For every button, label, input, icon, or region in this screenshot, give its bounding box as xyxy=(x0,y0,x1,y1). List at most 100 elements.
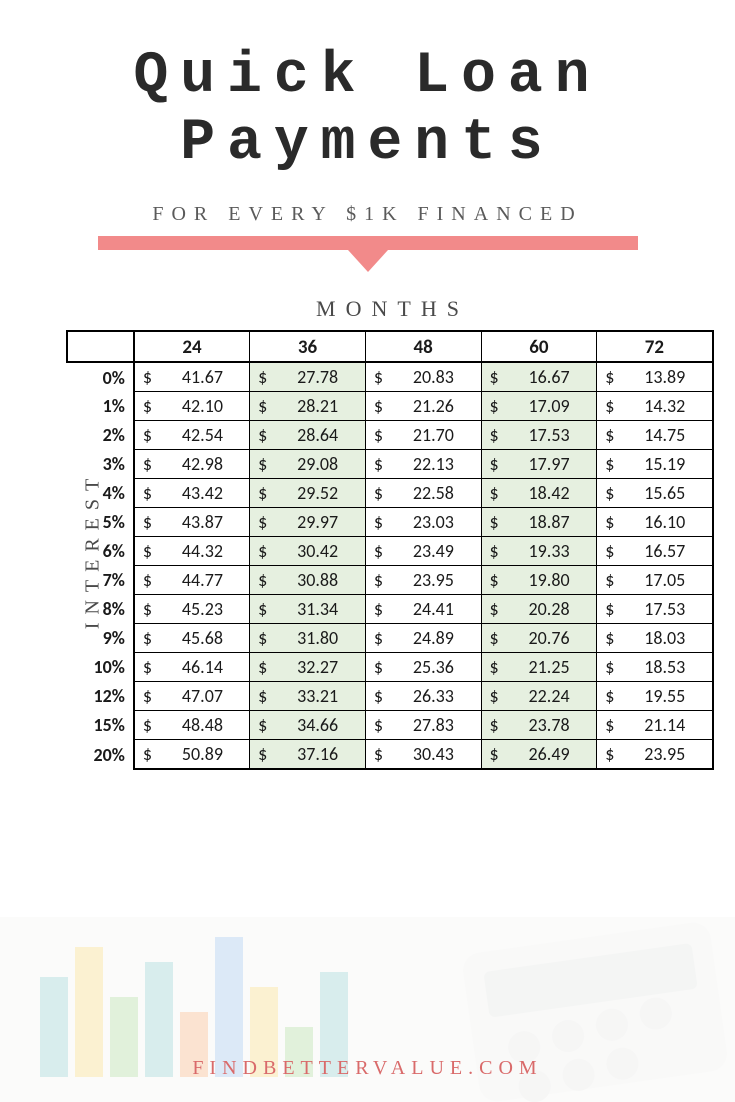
payment-cell: $ 17.97 xyxy=(481,450,597,479)
payment-cell: $ 21.70 xyxy=(365,421,481,450)
footer: FINDBETTERVALUE.COM xyxy=(0,917,735,1102)
payment-cell: $ 13.89 xyxy=(597,362,713,392)
payment-cell: $ 30.43 xyxy=(365,740,481,770)
column-header: 36 xyxy=(250,331,366,362)
table-row: 3%$ 42.98$ 29.08$ 22.13$ 17.97$ 15.19 xyxy=(67,450,713,479)
payment-cell: $ 32.27 xyxy=(250,653,366,682)
table-row: 10%$ 46.14$ 32.27$ 25.36$ 21.25$ 18.53 xyxy=(67,653,713,682)
payment-cell: $ 14.75 xyxy=(597,421,713,450)
page-subtitle: FOR EVERY $1K FINANCED xyxy=(0,203,735,226)
table-row: 1%$ 42.10$ 28.21$ 21.26$ 17.09$ 14.32 xyxy=(67,392,713,421)
table-row: 20%$ 50.89$ 37.16$ 30.43$ 26.49$ 23.95 xyxy=(67,740,713,770)
payment-cell: $ 22.58 xyxy=(365,479,481,508)
payment-cell: $ 21.14 xyxy=(597,711,713,740)
payment-cell: $ 30.88 xyxy=(250,566,366,595)
payment-cell: $ 42.10 xyxy=(134,392,250,421)
months-axis-label: MONTHS xyxy=(0,296,735,322)
payment-cell: $ 27.83 xyxy=(365,711,481,740)
column-header: 60 xyxy=(481,331,597,362)
payment-cell: $ 24.41 xyxy=(365,595,481,624)
payment-cell: $ 50.89 xyxy=(134,740,250,770)
table-row: 8%$ 45.23$ 31.34$ 24.41$ 20.28$ 17.53 xyxy=(67,595,713,624)
payment-cell: $ 27.78 xyxy=(250,362,366,392)
table-body: 0%$ 41.67$ 27.78$ 20.83$ 16.67$ 13.891%$… xyxy=(67,362,713,769)
payment-cell: $ 23.49 xyxy=(365,537,481,566)
payment-table: 2436486072 0%$ 41.67$ 27.78$ 20.83$ 16.6… xyxy=(66,330,714,770)
table-row: 7%$ 44.77$ 30.88$ 23.95$ 19.80$ 17.05 xyxy=(67,566,713,595)
payment-cell: $ 23.03 xyxy=(365,508,481,537)
payment-cell: $ 17.53 xyxy=(597,595,713,624)
table-row: 0%$ 41.67$ 27.78$ 20.83$ 16.67$ 13.89 xyxy=(67,362,713,392)
payment-cell: $ 16.57 xyxy=(597,537,713,566)
payment-cell: $ 15.19 xyxy=(597,450,713,479)
payment-cell: $ 43.87 xyxy=(134,508,250,537)
accent-pointer-icon xyxy=(348,250,388,272)
payment-cell: $ 18.03 xyxy=(597,624,713,653)
column-header: 72 xyxy=(597,331,713,362)
payment-cell: $ 14.32 xyxy=(597,392,713,421)
payment-cell: $ 23.95 xyxy=(597,740,713,770)
table-row: 6%$ 44.32$ 30.42$ 23.49$ 19.33$ 16.57 xyxy=(67,537,713,566)
table-row: 9%$ 45.68$ 31.80$ 24.89$ 20.76$ 18.03 xyxy=(67,624,713,653)
row-header: 0% xyxy=(67,362,134,392)
payment-cell: $ 17.53 xyxy=(481,421,597,450)
row-header: 20% xyxy=(67,740,134,770)
title-line-1: Quick Loan xyxy=(133,44,601,109)
payment-cell: $ 42.98 xyxy=(134,450,250,479)
payment-cell: $ 18.53 xyxy=(597,653,713,682)
payment-cell: $ 19.33 xyxy=(481,537,597,566)
payment-cell: $ 18.42 xyxy=(481,479,597,508)
payment-cell: $ 18.87 xyxy=(481,508,597,537)
row-header: 2% xyxy=(67,421,134,450)
accent-divider xyxy=(98,236,638,282)
payment-cell: $ 16.67 xyxy=(481,362,597,392)
payment-cell: $ 28.21 xyxy=(250,392,366,421)
table-row: 4%$ 43.42$ 29.52$ 22.58$ 18.42$ 15.65 xyxy=(67,479,713,508)
payment-cell: $ 19.55 xyxy=(597,682,713,711)
payment-cell: $ 29.08 xyxy=(250,450,366,479)
payment-cell: $ 45.23 xyxy=(134,595,250,624)
payment-cell: $ 34.66 xyxy=(250,711,366,740)
payment-cell: $ 43.42 xyxy=(134,479,250,508)
payment-cell: $ 45.68 xyxy=(134,624,250,653)
payment-cell: $ 25.36 xyxy=(365,653,481,682)
table-row: 12%$ 47.07$ 33.21$ 26.33$ 22.24$ 19.55 xyxy=(67,682,713,711)
accent-bar xyxy=(98,236,638,250)
payment-cell: $ 26.33 xyxy=(365,682,481,711)
table-corner-cell xyxy=(67,331,134,362)
title-line-2: Payments xyxy=(180,111,554,176)
payment-cell: $ 23.95 xyxy=(365,566,481,595)
table-row: 5%$ 43.87$ 29.97$ 23.03$ 18.87$ 16.10 xyxy=(67,508,713,537)
payment-cell: $ 21.26 xyxy=(365,392,481,421)
row-header: 10% xyxy=(67,653,134,682)
payment-cell: $ 20.28 xyxy=(481,595,597,624)
payment-cell: $ 21.25 xyxy=(481,653,597,682)
payment-cell: $ 37.16 xyxy=(250,740,366,770)
table-header-row: 2436486072 xyxy=(67,331,713,362)
payment-cell: $ 44.32 xyxy=(134,537,250,566)
payment-cell: $ 28.64 xyxy=(250,421,366,450)
interest-axis-label: INTEREST xyxy=(81,471,104,629)
payment-cell: $ 20.76 xyxy=(481,624,597,653)
payment-cell: $ 16.10 xyxy=(597,508,713,537)
payment-cell: $ 46.14 xyxy=(134,653,250,682)
payment-cell: $ 48.48 xyxy=(134,711,250,740)
payment-cell: $ 33.21 xyxy=(250,682,366,711)
payment-cell: $ 20.83 xyxy=(365,362,481,392)
payment-cell: $ 41.67 xyxy=(134,362,250,392)
payment-cell: $ 17.05 xyxy=(597,566,713,595)
page-title: Quick Loan Payments xyxy=(0,0,735,177)
payment-cell: $ 30.42 xyxy=(250,537,366,566)
payment-cell: $ 47.07 xyxy=(134,682,250,711)
payment-cell: $ 26.49 xyxy=(481,740,597,770)
payment-cell: $ 22.24 xyxy=(481,682,597,711)
payment-table-area: INTEREST 2436486072 0%$ 41.67$ 27.78$ 20… xyxy=(18,330,718,770)
payment-cell: $ 19.80 xyxy=(481,566,597,595)
payment-cell: $ 31.80 xyxy=(250,624,366,653)
table-row: 2%$ 42.54$ 28.64$ 21.70$ 17.53$ 14.75 xyxy=(67,421,713,450)
payment-cell: $ 31.34 xyxy=(250,595,366,624)
payment-cell: $ 17.09 xyxy=(481,392,597,421)
column-header: 24 xyxy=(134,331,250,362)
row-header: 15% xyxy=(67,711,134,740)
row-header: 1% xyxy=(67,392,134,421)
